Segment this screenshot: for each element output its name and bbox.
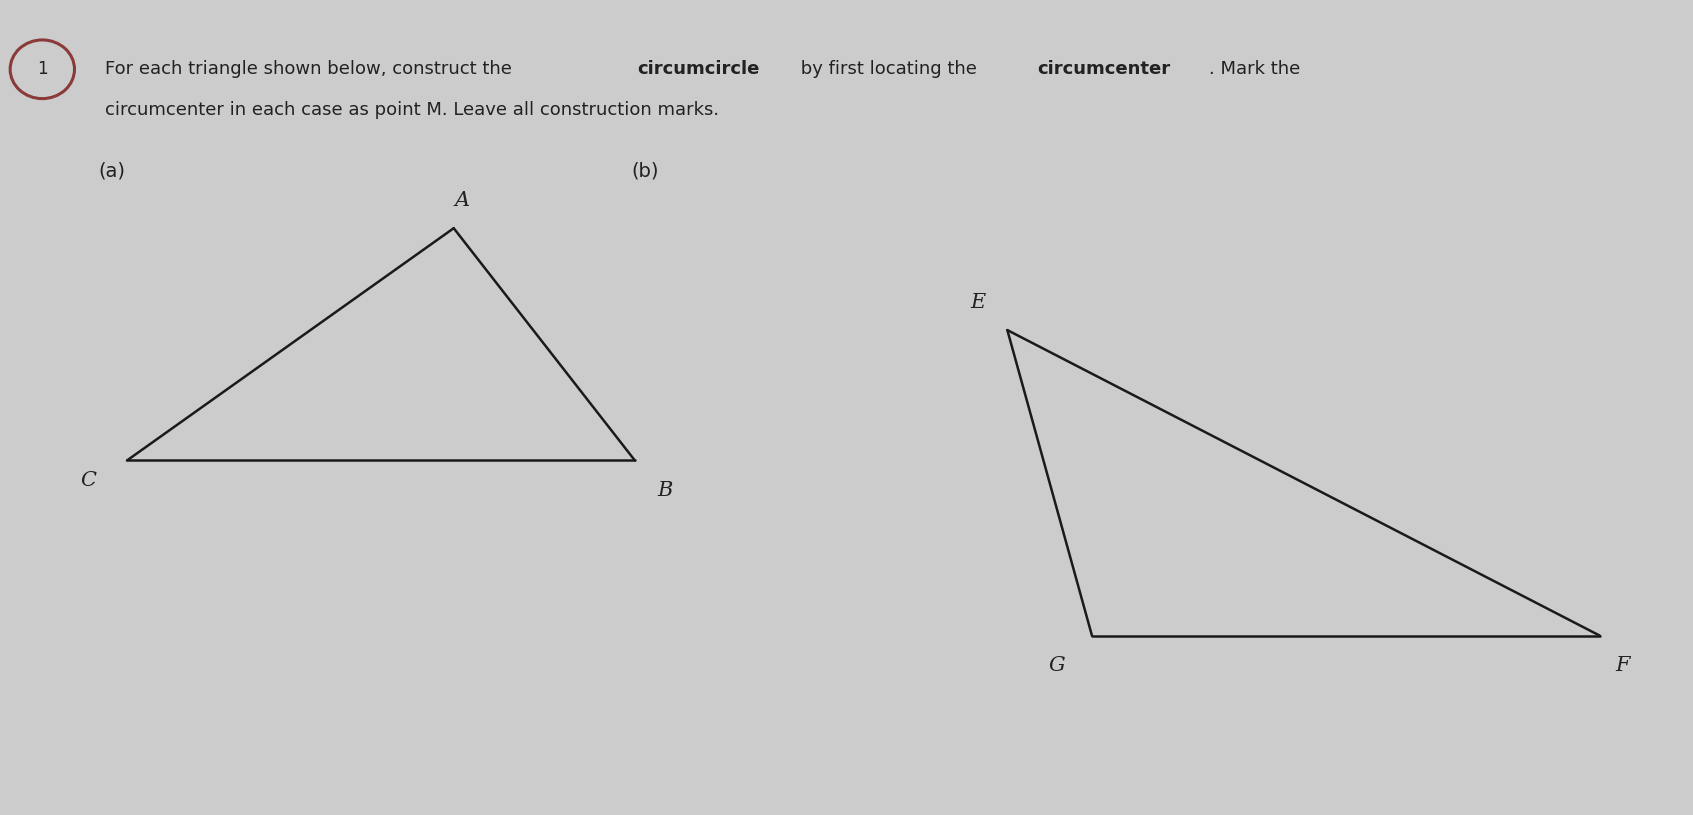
Text: C: C bbox=[81, 471, 97, 491]
Text: G: G bbox=[1048, 656, 1065, 675]
Text: F: F bbox=[1615, 656, 1630, 675]
Text: 1: 1 bbox=[37, 60, 47, 78]
Text: (a): (a) bbox=[98, 161, 125, 181]
Text: by first locating the: by first locating the bbox=[796, 60, 984, 78]
Text: circumcenter: circumcenter bbox=[1038, 60, 1170, 78]
Text: E: E bbox=[970, 293, 985, 312]
Text: circumcircle: circumcircle bbox=[637, 60, 760, 78]
Text: For each triangle shown below, construct the: For each triangle shown below, construct… bbox=[105, 60, 518, 78]
Text: B: B bbox=[657, 481, 672, 500]
Text: circumcenter in each case as point M. Leave all construction marks.: circumcenter in each case as point M. Le… bbox=[105, 101, 720, 119]
Text: . Mark the: . Mark the bbox=[1209, 60, 1300, 78]
Text: A: A bbox=[455, 192, 469, 210]
Text: (b): (b) bbox=[631, 161, 659, 181]
